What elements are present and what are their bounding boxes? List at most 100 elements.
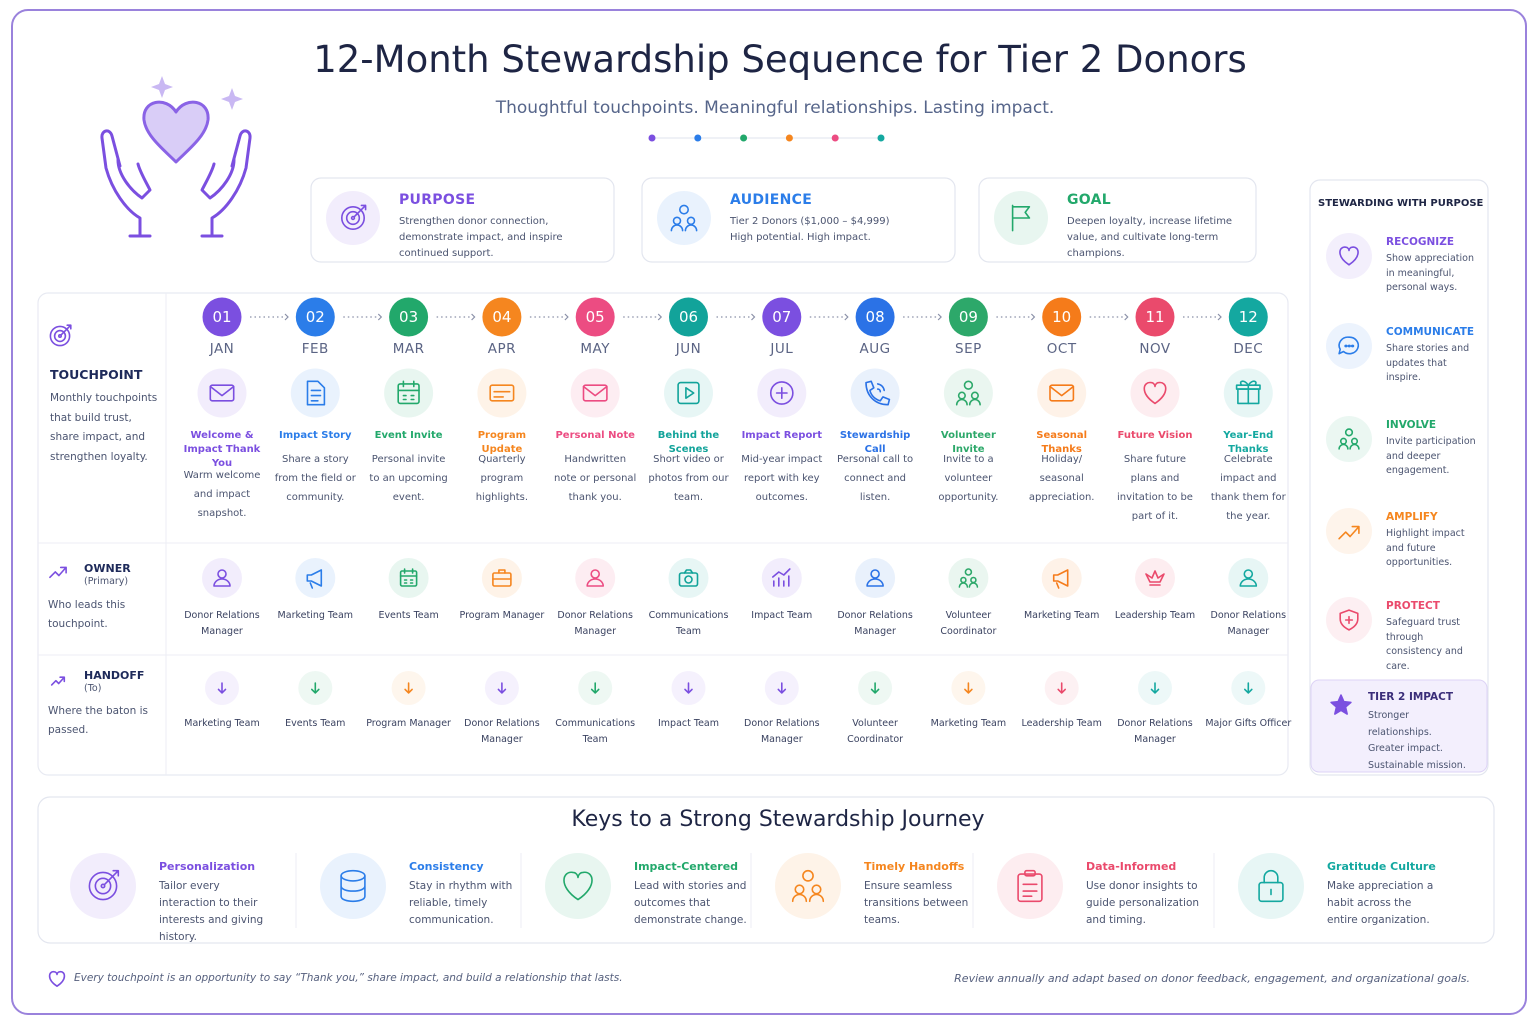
touchpoint-description: Short video or photos from our team. (648, 454, 729, 503)
month-number: 08 (865, 308, 885, 326)
month-number-badge (762, 297, 802, 337)
icon-badge (1037, 368, 1087, 418)
icon-part (958, 582, 979, 588)
sidebar-item-title: RECOGNIZE (1386, 236, 1454, 248)
handoff-name: Donor Relations Manager (1117, 718, 1193, 745)
owner-name: Leadership Team (1114, 610, 1196, 621)
icon-part (213, 578, 231, 587)
icon-part (683, 569, 694, 574)
icon-part (865, 380, 891, 406)
icon (49, 566, 67, 579)
icon-part (1338, 443, 1360, 450)
month-number-badge (855, 297, 895, 337)
icon-part (209, 384, 235, 402)
month-name: FEB (301, 341, 329, 357)
icon (489, 384, 515, 402)
icon-part (866, 578, 884, 587)
row-label-title: TOUCHPOINT (50, 367, 143, 382)
owner-name: Donor Relations Manager (557, 610, 633, 637)
footer-left: Every touchpoint is an opportunity to sa… (74, 972, 623, 984)
icon-part (397, 383, 420, 405)
info-card-title: GOAL (1067, 192, 1111, 208)
icon-part (677, 381, 700, 405)
handoff-name: Program Manager (366, 718, 451, 729)
icon (563, 871, 593, 901)
icon-part (50, 676, 66, 686)
month-number: 04 (492, 308, 512, 326)
icon-part (1239, 578, 1258, 587)
month-number-badge (669, 297, 708, 337)
month-name: MAR (392, 341, 425, 357)
icon (677, 381, 700, 405)
sidebar-item-text: Invite participation and deeper engageme… (1386, 436, 1476, 476)
icon-part (58, 334, 62, 338)
sidebar-item-text: Safeguard trust through consistency and … (1386, 617, 1463, 672)
touchpoint-title: Impact Story (279, 430, 352, 441)
month-name: JAN (209, 341, 235, 357)
icon-part (345, 210, 361, 226)
icon-part (492, 569, 512, 580)
owner-name: Communications Team (648, 610, 729, 637)
info-card-title: AUDIENCE (730, 192, 813, 208)
touchpoint-title: Behind the Scenes (657, 430, 720, 455)
icon-badge (1130, 368, 1180, 418)
row-label-text: Where the baton is passed. (48, 705, 148, 736)
month-number: 09 (958, 308, 978, 326)
icon-part (802, 869, 814, 882)
row-label-title: OWNER (84, 562, 131, 575)
icon (404, 682, 413, 694)
owner-name: Volunteer Coordinator (940, 610, 997, 637)
icon (678, 569, 699, 587)
icon-part (497, 682, 507, 694)
touchpoint-description: Celebrate impact and thank them for the … (1210, 454, 1286, 522)
owner-name: Donor Relations Manager (1210, 610, 1287, 637)
impact-box (1310, 679, 1488, 773)
key-title: Consistency (409, 860, 484, 873)
icon (684, 682, 693, 694)
icon-part (684, 682, 693, 694)
month-name: JUL (770, 341, 794, 357)
touchpoint-title: Impact Report (741, 430, 823, 441)
connector-arrow (1217, 313, 1222, 321)
month-number: 10 (1052, 308, 1072, 326)
icon (586, 569, 605, 587)
touchpoint-title: Event Invite (374, 430, 443, 441)
icon-part (582, 384, 608, 402)
icon (492, 569, 512, 587)
key-text: Lead with stories and outcomes that demo… (634, 880, 747, 926)
touchpoint-description: Share a story from the field or communit… (274, 454, 356, 503)
touchpoint-title: Volunteer Invite (940, 430, 996, 455)
icon (1011, 204, 1031, 232)
handoff-name: Marketing Team (184, 718, 260, 729)
touchpoint-title: Stewardship Call (839, 430, 911, 455)
divider-dot (694, 134, 702, 142)
icon-badge (1041, 558, 1082, 598)
page-subtitle: Thoughtful touchpoints. Meaningful relat… (495, 98, 1055, 118)
icon (1049, 384, 1075, 402)
divider-dot (877, 134, 885, 142)
key-text: Make appreciation a habit across the ent… (1327, 880, 1434, 926)
icon-part (49, 566, 67, 579)
connector-arrow (377, 313, 383, 321)
icon-part (1011, 204, 1031, 232)
icon-badge (326, 191, 380, 245)
month-name: APR (487, 341, 517, 357)
icon-part (60, 324, 72, 336)
icon-part (88, 871, 118, 901)
icon (1052, 569, 1069, 589)
icon (964, 682, 973, 694)
icon-part (775, 386, 788, 400)
month-name: NOV (1139, 341, 1171, 357)
key-title: Timely Handoffs (864, 860, 965, 873)
sidebar-item-text: Share stories and updates that inspire. (1386, 343, 1470, 383)
divider-dot (831, 134, 839, 142)
month-number-badge (1228, 297, 1268, 337)
icon (771, 568, 791, 587)
month-number: 03 (399, 308, 419, 326)
touchpoint-title: Seasonal Thanks (1036, 430, 1088, 455)
icon-part (340, 205, 366, 231)
handoff-name: Volunteer Coordinator (847, 718, 904, 745)
icon-part (811, 884, 822, 895)
icon-part (49, 325, 71, 347)
owner-name: Impact Team (751, 610, 813, 621)
